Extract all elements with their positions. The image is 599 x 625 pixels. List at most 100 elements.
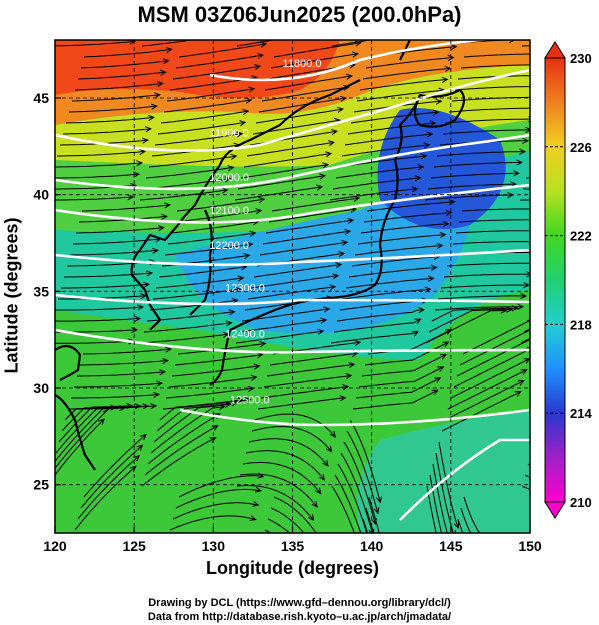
streamline	[354, 245, 443, 256]
streamline	[330, 331, 419, 344]
streamline	[239, 473, 318, 508]
streamline	[148, 155, 237, 168]
streamline	[366, 201, 455, 212]
x-tick-label: 130	[202, 538, 226, 554]
streamline-arrowhead	[218, 404, 226, 411]
streamline-arrowhead	[129, 40, 136, 45]
streamline-arrowhead	[322, 459, 329, 467]
streamline	[270, 53, 358, 69]
streamline	[270, 507, 305, 533]
streamline	[460, 507, 472, 533]
streamline-arrowhead	[243, 253, 251, 260]
streamline	[236, 40, 277, 47]
streamline-arrowhead	[332, 273, 340, 280]
colorbar-tick-label: 214	[570, 406, 592, 421]
colorbar-bottom-triangle	[544, 501, 566, 519]
streamline-arrowhead	[110, 404, 118, 411]
streamline-arrowhead	[453, 521, 460, 529]
streamline-arrowhead	[526, 271, 530, 278]
streamline	[533, 299, 599, 304]
streamline	[424, 194, 513, 201]
streamline	[235, 330, 324, 344]
southeast-teal	[357, 410, 530, 533]
y-axis-label: Latitude (degrees)	[1, 217, 22, 374]
streamline	[149, 299, 238, 311]
streamline	[61, 405, 141, 432]
streamline-arrowhead	[341, 239, 349, 247]
streamline-arrowhead	[224, 401, 232, 408]
streamline	[251, 426, 332, 452]
streamline-arrowhead	[450, 43, 458, 51]
streamline-arrowhead	[342, 84, 351, 91]
streamline	[83, 48, 172, 58]
streamline	[242, 462, 322, 494]
streamline-arrowhead	[432, 109, 440, 116]
y-axis: 25 30 35 40 45	[33, 90, 61, 493]
streamline	[62, 128, 151, 135]
streamline	[65, 116, 154, 124]
streamline-arrowhead	[435, 98, 443, 105]
streamline	[425, 310, 507, 344]
contour-labels: 11800.0 11900.0 12000.0 12100.0 12200.0 12300…	[209, 58, 321, 406]
streamline-arrowhead	[98, 418, 105, 425]
streamline	[331, 485, 355, 533]
streamline-arrowhead	[509, 40, 516, 43]
x-axis-label: Longitude (degrees)	[205, 558, 379, 578]
streamline	[463, 496, 481, 533]
streamline	[77, 371, 165, 377]
streamline	[453, 348, 530, 388]
streamline-arrowhead	[539, 228, 544, 233]
streamline	[78, 215, 167, 223]
y-tick-label: 25	[33, 477, 49, 493]
streamline	[165, 387, 254, 399]
coast-mainland-north	[218, 79, 361, 166]
streamline-arrowhead	[224, 176, 232, 183]
streamline	[446, 262, 530, 267]
streamline	[82, 348, 171, 355]
streamline-arrowhead	[134, 315, 142, 322]
streamline-arrowhead	[136, 444, 144, 451]
streamline-arrowhead	[230, 153, 238, 160]
streamline-arrowhead	[148, 114, 155, 122]
streamline-arrowhead	[523, 281, 530, 289]
streamline-arrowhead	[411, 186, 419, 193]
streamline-arrowhead	[338, 251, 346, 258]
streamline-arrowhead	[444, 65, 452, 72]
streamline	[334, 474, 362, 533]
colorbar-tick-label: 226	[570, 140, 592, 155]
streamline-arrowhead	[386, 587, 391, 593]
streamline	[64, 272, 152, 278]
streamline-arrowhead	[342, 384, 350, 391]
streamline	[335, 166, 424, 179]
credit-drawing: Drawing by DCL (https://www.gfd–dennou.o…	[148, 597, 451, 609]
streamline	[344, 133, 433, 146]
streamline-arrowhead	[513, 170, 520, 177]
streamline	[361, 354, 447, 377]
streamline	[331, 40, 374, 47]
streamline-arrowhead	[439, 231, 447, 239]
streamline	[440, 284, 529, 289]
streamline-arrowhead	[442, 341, 450, 348]
streamline	[451, 96, 530, 102]
streamline	[150, 406, 225, 454]
streamline	[450, 358, 530, 399]
streamline-arrowhead	[429, 120, 437, 127]
streamline	[57, 151, 145, 157]
streamline-arrowhead	[506, 306, 514, 313]
streamline	[178, 475, 264, 498]
streamline-arrowhead	[237, 397, 245, 404]
streamline-arrowhead	[311, 501, 318, 508]
streamline	[355, 377, 441, 399]
streamline-arrowhead	[347, 217, 355, 224]
streamline	[141, 437, 216, 487]
streamline	[175, 488, 261, 509]
streamline	[444, 380, 524, 421]
streamline	[259, 241, 348, 256]
streamline	[360, 223, 449, 234]
streamline-arrowhead	[431, 389, 439, 396]
lightblue-region	[175, 184, 472, 334]
streamline	[74, 466, 137, 531]
streamline	[71, 94, 160, 102]
streamline	[349, 419, 381, 503]
